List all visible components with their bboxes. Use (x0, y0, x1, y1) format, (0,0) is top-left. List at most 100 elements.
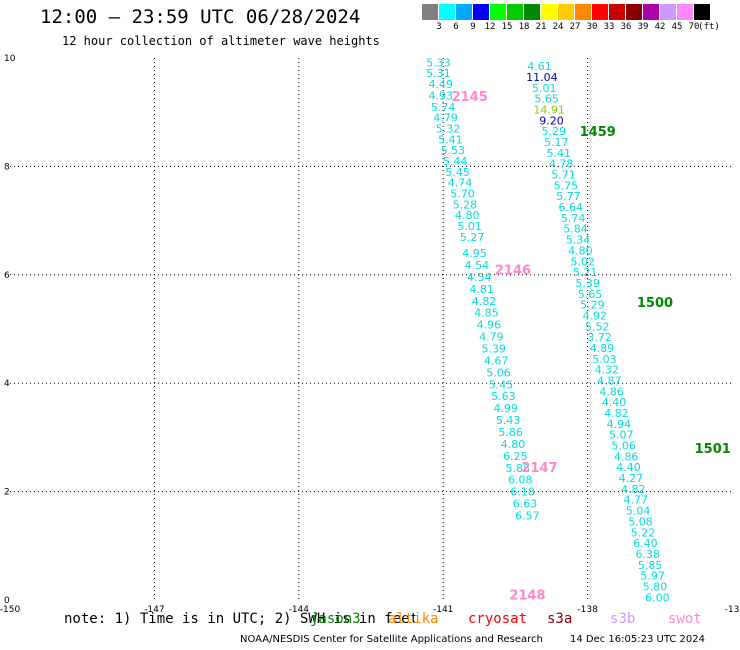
data-label: 4.92 (583, 309, 608, 322)
data-label: 4.94 (607, 418, 632, 431)
data-label: 5.31 (426, 67, 451, 80)
colorbar-swatch (660, 4, 677, 20)
data-label: 5.21 (573, 266, 598, 279)
colorbar-swatch (558, 4, 575, 20)
x-tick-label: -141 (433, 605, 453, 615)
mission-label: s3a (547, 611, 573, 627)
mission-label: cryosat (468, 611, 528, 627)
data-label: 5.97 (640, 570, 665, 583)
data-label: 5.65 (534, 93, 559, 106)
time-annotation: 2145 (452, 90, 488, 105)
data-label: 3.72 (587, 331, 612, 344)
data-label: 4.79 (479, 331, 504, 344)
time-annotation: 2146 (495, 263, 531, 278)
data-label: 5.34 (566, 234, 591, 247)
colorbar-swatch (575, 4, 592, 20)
data-label: 4.40 (616, 461, 641, 474)
data-label: 5.04 (626, 505, 651, 518)
data-label: 5.22 (631, 526, 656, 539)
colorbar-tick-label: 9 (470, 22, 476, 32)
mission-label: swot (668, 611, 702, 627)
data-label: 4.81 (469, 283, 494, 296)
colorbar-tick-label: 15 (501, 22, 513, 32)
colorbar-swatch (507, 4, 524, 20)
data-label: 4.93 (429, 89, 454, 102)
colorbar-unit-label: (ft) (698, 22, 720, 32)
data-label: 5.39 (575, 277, 600, 290)
data-label: 5.27 (460, 231, 485, 244)
colorbar-tick-label: 24 (552, 22, 564, 32)
colorbar-swatch (643, 4, 660, 20)
generated-timestamp: 14 Dec 16:05:23 UTC 2024 (570, 634, 705, 645)
data-label: 5.01 (457, 220, 482, 233)
mission-label: altika (388, 611, 439, 627)
x-tick-label: -144 (289, 605, 310, 615)
data-label: 5.32 (436, 122, 461, 135)
colorbar-tick-label: 70 (688, 22, 700, 32)
data-label: 4.85 (474, 307, 499, 320)
colorbar-swatch (422, 4, 439, 20)
time-annotation: 1501 (695, 442, 731, 457)
data-label: 5.41 (546, 147, 571, 160)
data-label: 14.91 (533, 103, 565, 116)
mission-label: s3b (610, 611, 636, 627)
data-label: 4.78 (549, 158, 574, 171)
x-tick-label: -147 (144, 605, 164, 615)
credit-text: NOAA/NESDIS Center for Satellite Applica… (240, 634, 543, 645)
data-label: 4.80 (455, 209, 480, 222)
colorbar-tick-label: 30 (586, 22, 598, 32)
data-label: 4.86 (614, 450, 639, 463)
data-label: 5.86 (498, 426, 523, 439)
y-tick-label: 8 (4, 162, 10, 172)
colorbar-tick-label: 21 (535, 22, 547, 32)
data-label: 4.99 (494, 402, 519, 415)
data-label: 6.18 (510, 486, 535, 499)
data-label: 5.33 (426, 56, 451, 69)
data-label: 6.25 (503, 450, 528, 463)
data-label: 5.01 (532, 82, 557, 95)
colorbar (422, 4, 711, 20)
data-label: 5.71 (551, 169, 576, 182)
data-label: 4.79 (433, 112, 458, 125)
data-label: 5.63 (491, 390, 516, 403)
colorbar-tick-label: 33 (603, 22, 615, 32)
data-label: 4.80 (568, 244, 593, 257)
data-label: 5.29 (580, 299, 605, 312)
time-annotation: 1500 (637, 296, 673, 311)
data-label: 6.63 (513, 498, 538, 511)
data-label: 4.40 (602, 396, 627, 409)
x-tick-label: -13 (725, 605, 740, 615)
data-label: 6.40 (633, 537, 658, 550)
colorbar-swatch (626, 4, 643, 20)
data-label: 4.89 (590, 342, 615, 355)
colorbar-swatch (592, 4, 609, 20)
time-annotation: 2147 (521, 461, 557, 476)
time-annotation: 1459 (580, 125, 616, 140)
data-label: 5.70 (450, 188, 475, 201)
colorbar-swatch (541, 4, 558, 20)
colorbar-tick-label: 39 (637, 22, 649, 32)
data-label: 5.06 (611, 440, 636, 453)
data-label: 9.20 (539, 114, 564, 127)
data-label: 11.04 (526, 71, 558, 84)
data-label: 5.08 (628, 515, 653, 528)
y-tick-label: 10 (4, 54, 16, 64)
colorbar-tick-label: 36 (620, 22, 632, 32)
data-label: 5.74 (431, 101, 456, 114)
data-label: 4.96 (477, 319, 502, 332)
data-label: 4.77 (623, 494, 648, 507)
data-label: 4.49 (429, 78, 454, 91)
x-tick-label: -150 (0, 605, 20, 615)
data-label: 5.85 (638, 559, 663, 572)
data-label: 4.82 (621, 483, 646, 496)
mission-label: jason3 (310, 611, 361, 627)
data-label: 5.43 (496, 414, 521, 427)
data-label: 5.84 (563, 223, 588, 236)
colorbar-swatch (677, 4, 694, 20)
data-label: 5.52 (585, 320, 610, 333)
data-label: 6.00 (645, 591, 670, 604)
colorbar-tick-label: 18 (518, 22, 530, 32)
colorbar-swatch (473, 4, 490, 20)
data-label: 5.74 (561, 212, 586, 225)
